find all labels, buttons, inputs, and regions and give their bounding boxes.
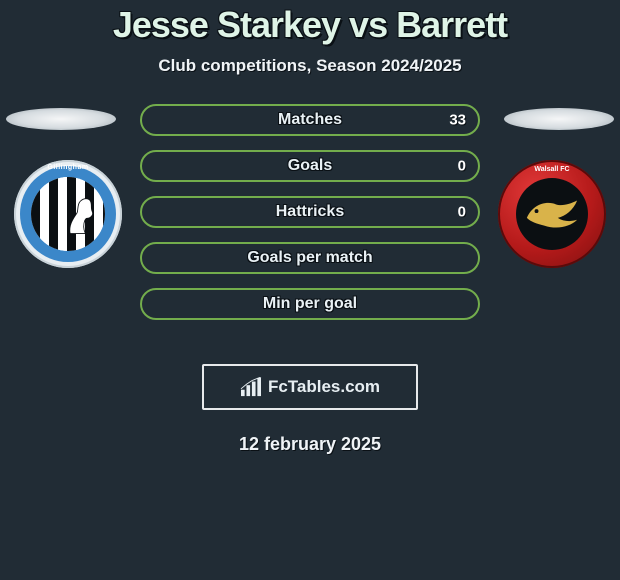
stat-rows: Matches 33 Goals 0 Hattricks 0 Goals per…	[140, 104, 480, 334]
stat-row-goals: Goals 0	[140, 150, 480, 182]
club-badge-right: Walsall FC	[498, 160, 606, 268]
stat-label: Goals	[288, 157, 332, 175]
stat-right-value: 0	[458, 158, 466, 175]
comparison-body: Gillingham Walsall FC	[0, 104, 620, 354]
badge-inner	[516, 178, 588, 250]
platform-left	[6, 108, 116, 130]
stat-right-value: 0	[458, 204, 466, 221]
brand-text: FcTables.com	[268, 377, 380, 397]
bird-icon	[523, 194, 581, 234]
brand-box: FcTables.com	[202, 364, 418, 410]
badge-ring: Gillingham	[20, 166, 116, 262]
badge-inner	[31, 177, 105, 251]
stat-label: Matches	[278, 111, 342, 129]
page-title: Jesse Starkey vs Barrett	[0, 4, 620, 46]
stat-row-hattricks: Hattricks 0	[140, 196, 480, 228]
stat-row-matches: Matches 33	[140, 104, 480, 136]
stat-row-min-per-goal: Min per goal	[140, 288, 480, 320]
bars-icon	[240, 377, 262, 397]
platform-right	[504, 108, 614, 130]
comparison-card: Jesse Starkey vs Barrett Club competitio…	[0, 0, 620, 455]
date-label: 12 february 2025	[0, 434, 620, 455]
stat-row-goals-per-match: Goals per match	[140, 242, 480, 274]
page-subtitle: Club competitions, Season 2024/2025	[0, 56, 620, 76]
stat-label: Min per goal	[263, 295, 357, 313]
club-badge-left: Gillingham	[14, 160, 122, 268]
badge-text-right: Walsall FC	[498, 166, 606, 173]
badge-outer: Gillingham	[14, 160, 122, 268]
stat-label: Goals per match	[247, 249, 372, 267]
horse-icon	[65, 191, 99, 237]
badge-outer: Walsall FC	[498, 160, 606, 268]
stat-right-value: 33	[449, 112, 466, 129]
stat-label: Hattricks	[276, 203, 344, 221]
badge-text-left: Gillingham	[14, 164, 122, 171]
